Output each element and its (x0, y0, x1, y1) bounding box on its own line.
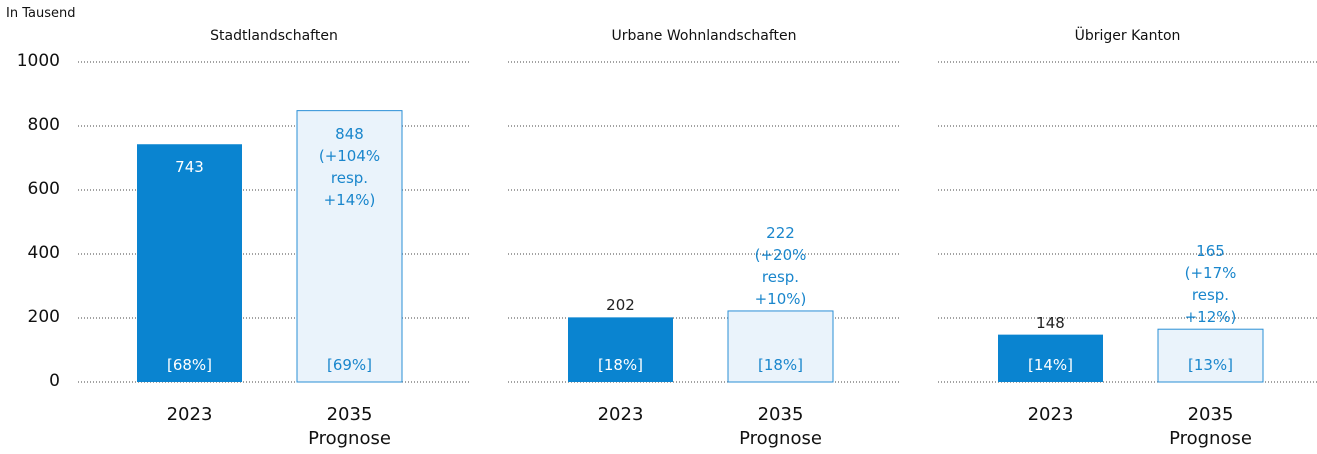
y-axis-label: In Tausend (6, 6, 76, 21)
share-label: [13%] (1187, 356, 1234, 374)
bar (568, 317, 673, 382)
value-label: 202 (606, 296, 635, 315)
share-label: [18%] (597, 356, 644, 374)
bar (998, 334, 1103, 382)
x-tick-label: 2035 Prognose (739, 404, 822, 449)
x-tick-label: 2035 Prognose (1169, 404, 1252, 449)
bar (1157, 328, 1264, 383)
share-label: [69%] (326, 356, 373, 374)
value-label: 222 (+20% resp. +10%) (754, 223, 807, 308)
bar (137, 144, 242, 382)
bar (727, 310, 834, 383)
bar (296, 110, 403, 383)
x-tick-label: 2023 (597, 404, 644, 425)
y-tick-label: 1000 (16, 51, 60, 71)
y-tick-label: 0 (49, 371, 60, 391)
y-tick-label: 800 (27, 115, 60, 135)
x-tick-label: 2023 (166, 404, 213, 425)
y-tick-label: 200 (27, 307, 60, 327)
value-label: 848 (+104% resp. +14%) (318, 124, 381, 209)
value-label: 165 (+17% resp. +12%) (1184, 242, 1237, 327)
panel-title: Übriger Kanton (1074, 28, 1181, 44)
value-label: 148 (1036, 313, 1065, 332)
panel-title: Urbane Wohnlandschaften (611, 28, 797, 44)
y-tick-label: 600 (27, 179, 60, 199)
share-label: [68%] (166, 356, 213, 374)
panel-title: Stadtlandschaften (210, 28, 338, 44)
x-tick-label: 2035 Prognose (308, 404, 391, 449)
share-label: [18%] (757, 356, 804, 374)
share-label: [14%] (1027, 356, 1074, 374)
y-tick-label: 400 (27, 243, 60, 263)
x-tick-label: 2023 (1027, 404, 1074, 425)
value-label: 743 (175, 158, 204, 177)
